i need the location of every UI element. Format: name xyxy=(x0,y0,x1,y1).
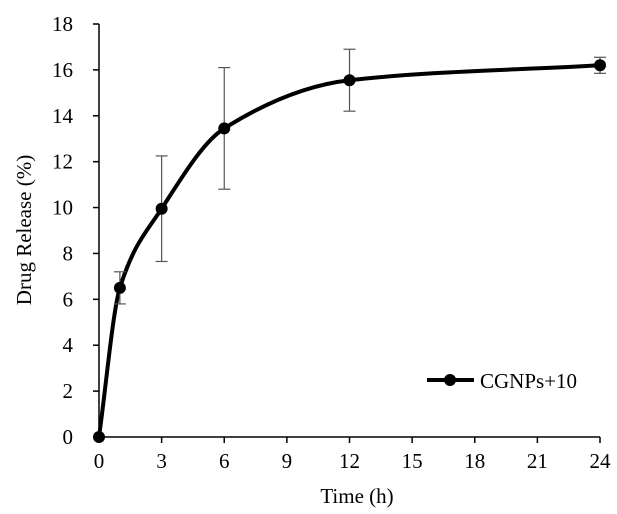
data-point xyxy=(113,281,126,294)
x-axis-title: Time (h) xyxy=(320,484,393,508)
legend-label: CGNPs+10 xyxy=(480,369,577,393)
y-tick-label: 16 xyxy=(52,58,73,82)
x-tick-label: 6 xyxy=(219,449,230,473)
data-point xyxy=(218,122,231,135)
y-tick-label: 2 xyxy=(63,379,74,403)
series-line xyxy=(97,63,601,438)
y-tick-label: 18 xyxy=(52,12,73,36)
plot-area xyxy=(93,48,606,443)
y-tick-label: 10 xyxy=(52,196,73,220)
y-tick-label: 0 xyxy=(63,425,74,449)
y-axis-title: Drug Release (%) xyxy=(12,155,36,305)
x-ticks: 0 3 6 9 12 15 18 21 24 xyxy=(94,437,611,473)
x-tick-label: 9 xyxy=(282,449,293,473)
x-tick-label: 18 xyxy=(464,449,485,473)
legend: CGNPs+10 xyxy=(427,369,577,393)
y-tick-label: 12 xyxy=(52,150,73,174)
y-tick-label: 8 xyxy=(63,241,74,265)
x-tick-label: 24 xyxy=(590,449,612,473)
y-tick-label: 6 xyxy=(63,287,74,311)
x-tick-label: 3 xyxy=(156,449,167,473)
data-point xyxy=(343,74,356,87)
x-tick-label: 12 xyxy=(339,449,360,473)
data-point xyxy=(594,59,606,72)
y-ticks: 0 2 4 6 8 10 12 14 16 18 xyxy=(52,12,99,449)
legend-marker xyxy=(444,374,456,386)
x-tick-label: 21 xyxy=(527,449,548,473)
y-tick-label: 14 xyxy=(52,104,74,128)
data-point xyxy=(155,202,168,215)
x-tick-label: 0 xyxy=(94,449,105,473)
y-tick-label: 4 xyxy=(63,333,74,357)
x-tick-label: 15 xyxy=(402,449,423,473)
data-point xyxy=(93,431,105,443)
